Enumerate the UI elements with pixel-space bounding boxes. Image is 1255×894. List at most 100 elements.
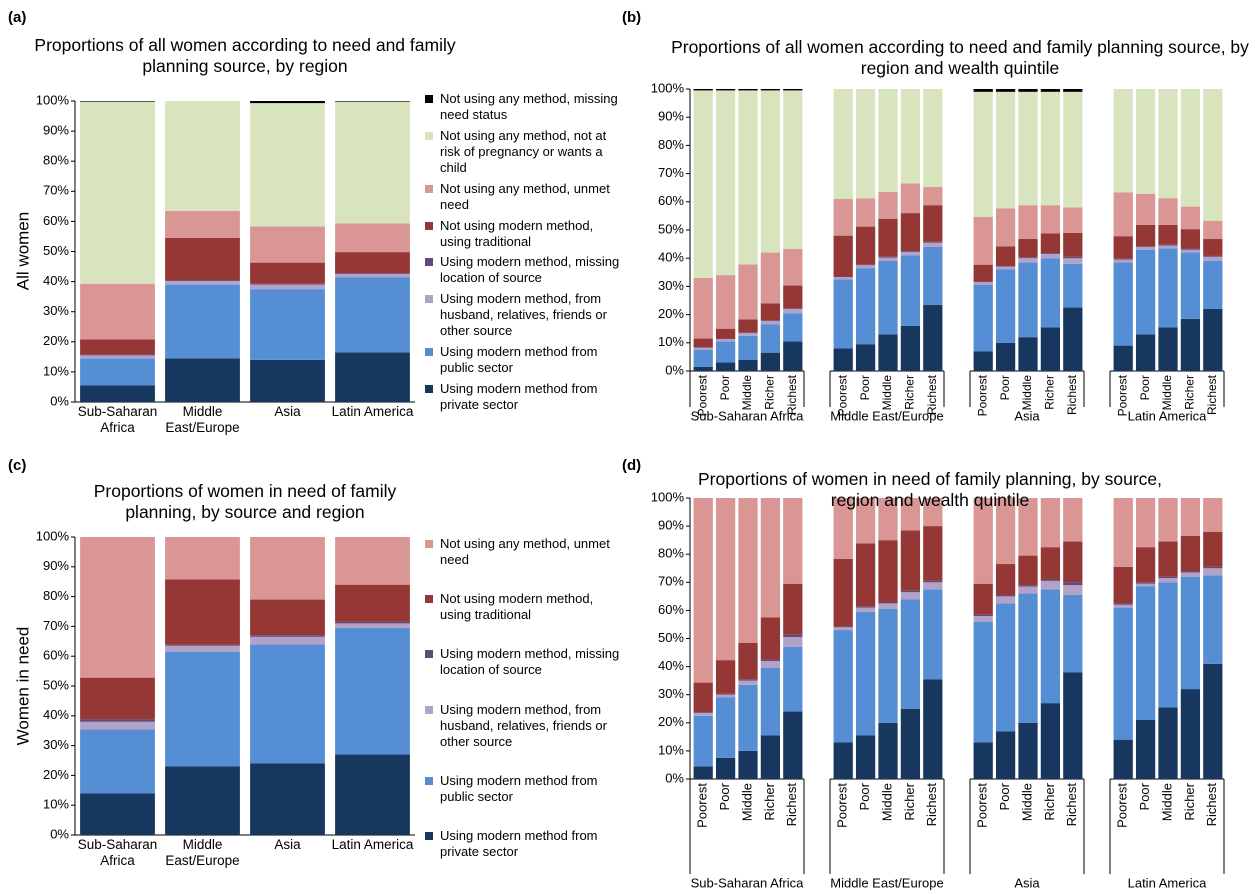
panel-label: (a): [8, 9, 26, 26]
bar-segment: [923, 526, 943, 581]
bar-segment: [900, 498, 921, 531]
legend-item: Using modern method from public sector: [425, 344, 625, 376]
bar-segment: [1203, 575, 1223, 664]
bar-segment: [878, 601, 898, 604]
bar-segment: [855, 606, 876, 608]
bar-segment: [923, 498, 943, 527]
bar-segment: [1180, 89, 1201, 207]
bar-segment: [1203, 498, 1223, 532]
bar-segment: [783, 308, 803, 314]
bar-segment: [693, 89, 713, 91]
x-tick-label: Asia: [274, 837, 301, 852]
bar-segment: [833, 558, 853, 627]
bar-segment: [1018, 593, 1038, 723]
bar-segment: [878, 540, 898, 602]
bar-segment: [900, 251, 921, 256]
x-tick-label: Richest: [1065, 374, 1079, 415]
bar-segment: [335, 352, 410, 402]
bar-segment: [1135, 89, 1156, 194]
bar-segment: [783, 89, 803, 91]
y-tick-label: 70%: [658, 165, 684, 180]
bar-segment: [900, 599, 921, 709]
bar-segment: [923, 89, 943, 187]
bar-segment: [80, 729, 155, 794]
bar-segment: [250, 283, 325, 285]
bar-segment: [1203, 256, 1223, 262]
x-tick-label: Poor: [717, 782, 732, 810]
bar-segment: [1203, 663, 1223, 779]
bar-segment: [995, 596, 1016, 604]
bar-segment: [1040, 327, 1061, 371]
bar-segment: [80, 339, 155, 355]
bar-segment: [855, 198, 876, 227]
x-tick-label: Poorest: [1115, 374, 1129, 416]
bar-segment: [693, 682, 713, 713]
bar-segment: [738, 90, 758, 265]
x-tick-label: Poorest: [695, 783, 710, 828]
bar-segment: [715, 697, 736, 758]
group-label: Latin America: [1128, 875, 1208, 890]
bar-segment: [855, 89, 876, 199]
bar-segment: [80, 537, 155, 678]
bar-segment: [80, 677, 155, 720]
y-tick-label: 100%: [651, 489, 685, 504]
bar-segment: [335, 101, 410, 102]
bar-segment: [878, 722, 898, 779]
bar-segment: [973, 282, 993, 285]
bar-segment: [250, 289, 325, 360]
bar-segment: [1040, 233, 1061, 254]
bar-segment: [250, 101, 325, 104]
bar-segment: [738, 319, 758, 333]
bar-segment: [833, 279, 853, 349]
bar-segment: [80, 721, 155, 730]
bar-segment: [738, 679, 758, 681]
group-label: Sub-Saharan Africa: [691, 408, 805, 423]
bar-segment: [715, 362, 736, 371]
bar-segment: [900, 325, 921, 371]
bar-segment: [250, 635, 325, 637]
bar-segment: [878, 218, 898, 257]
bar-segment: [1180, 571, 1201, 573]
bar-segment: [738, 750, 758, 779]
y-tick-label: 40%: [658, 658, 684, 673]
y-tick-label: 30%: [658, 686, 684, 701]
bar-segment: [1018, 722, 1038, 779]
bar-segment: [1203, 261, 1223, 309]
chart-title: Proportions of all women according to ne…: [34, 35, 456, 76]
bar-segment: [783, 285, 803, 309]
bar-segment: [1158, 245, 1178, 249]
bar-segment: [923, 304, 943, 371]
x-tick-label: Richer: [903, 375, 917, 410]
bar-segment: [335, 273, 410, 275]
bar-segment: [1040, 547, 1061, 580]
y-tick-label: 40%: [43, 273, 69, 288]
bar-segment: [760, 352, 781, 371]
x-tick-label: Richer: [1183, 375, 1197, 410]
bar-segment: [250, 103, 325, 227]
y-tick-label: 0%: [50, 393, 69, 408]
bar-segment: [973, 281, 993, 283]
bar-segment: [335, 537, 410, 585]
bar-segment: [923, 246, 943, 305]
bar-segment: [995, 266, 1016, 267]
bar-segment: [738, 332, 758, 333]
bar-segment: [900, 530, 921, 591]
y-tick-label: 70%: [658, 574, 684, 589]
y-tick-label: 100%: [36, 528, 70, 543]
bar-segment: [760, 498, 781, 618]
chart-title: Proportions of all women according to ne…: [671, 37, 1249, 78]
bar-segment: [973, 583, 993, 615]
bar-segment: [165, 645, 240, 652]
y-tick-label: 60%: [43, 648, 69, 663]
legend-item: Not using any method, missing need statu…: [425, 91, 625, 123]
bar-segment: [1018, 258, 1038, 263]
y-tick-label: 70%: [43, 183, 69, 198]
bar-segment: [1158, 248, 1178, 328]
bar-segment: [1113, 345, 1133, 371]
legend-item: Using modern method, missing location of…: [425, 646, 625, 678]
bar-segment: [760, 659, 781, 661]
y-tick-label: 60%: [658, 193, 684, 208]
bar-segment: [1018, 205, 1038, 240]
bar-segment: [250, 763, 325, 835]
legend-swatch: [425, 258, 433, 267]
